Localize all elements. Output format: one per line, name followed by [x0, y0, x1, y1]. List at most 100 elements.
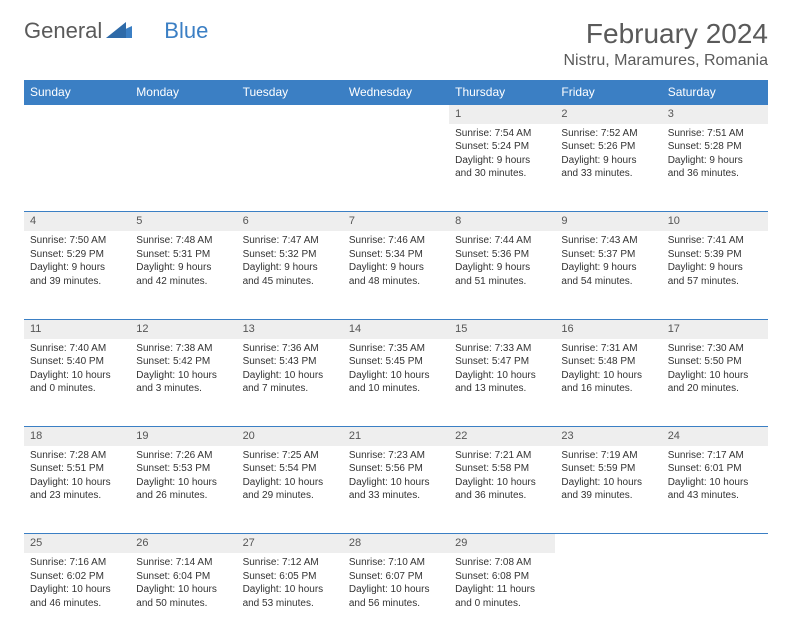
- day-number-cell: 4: [24, 212, 130, 231]
- sunrise-text: Sunrise: 7:17 AM: [668, 449, 762, 463]
- daylight-text: Daylight: 10 hours and 46 minutes.: [30, 583, 124, 610]
- daylight-text: Daylight: 9 hours and 57 minutes.: [668, 261, 762, 288]
- daylight-text: Daylight: 10 hours and 53 minutes.: [243, 583, 337, 610]
- sunset-text: Sunset: 5:56 PM: [349, 462, 443, 476]
- day-detail-cell: Sunrise: 7:12 AMSunset: 6:05 PMDaylight:…: [237, 553, 343, 641]
- day-number-cell: [237, 105, 343, 124]
- day-number-cell: 1: [449, 105, 555, 124]
- day-detail-cell: Sunrise: 7:31 AMSunset: 5:48 PMDaylight:…: [555, 339, 661, 427]
- day-detail-cell: Sunrise: 7:50 AMSunset: 5:29 PMDaylight:…: [24, 231, 130, 319]
- day-number-cell: 24: [662, 427, 768, 446]
- day-detail-cell: Sunrise: 7:48 AMSunset: 5:31 PMDaylight:…: [130, 231, 236, 319]
- daylight-text: Daylight: 10 hours and 3 minutes.: [136, 369, 230, 396]
- location-text: Nistru, Maramures, Romania: [564, 52, 769, 70]
- sunrise-text: Sunrise: 7:52 AM: [561, 127, 655, 141]
- weekday-header: Wednesday: [343, 80, 449, 105]
- day-body-row: Sunrise: 7:50 AMSunset: 5:29 PMDaylight:…: [24, 231, 768, 319]
- daylight-text: Daylight: 9 hours and 39 minutes.: [30, 261, 124, 288]
- day-number-cell: 3: [662, 105, 768, 124]
- day-number-cell: 12: [130, 319, 236, 338]
- daylight-text: Daylight: 10 hours and 0 minutes.: [30, 369, 124, 396]
- daylight-text: Daylight: 10 hours and 50 minutes.: [136, 583, 230, 610]
- daylight-text: Daylight: 11 hours and 0 minutes.: [455, 583, 549, 610]
- sunrise-text: Sunrise: 7:44 AM: [455, 234, 549, 248]
- day-detail-cell: Sunrise: 7:51 AMSunset: 5:28 PMDaylight:…: [662, 124, 768, 212]
- page-title: February 2024: [564, 18, 769, 50]
- day-detail-cell: Sunrise: 7:30 AMSunset: 5:50 PMDaylight:…: [662, 339, 768, 427]
- day-number-cell: 9: [555, 212, 661, 231]
- day-body-row: Sunrise: 7:28 AMSunset: 5:51 PMDaylight:…: [24, 446, 768, 534]
- sunset-text: Sunset: 5:26 PM: [561, 140, 655, 154]
- day-detail-cell: [343, 124, 449, 212]
- sunrise-text: Sunrise: 7:50 AM: [30, 234, 124, 248]
- sunset-text: Sunset: 5:24 PM: [455, 140, 549, 154]
- day-detail-cell: Sunrise: 7:54 AMSunset: 5:24 PMDaylight:…: [449, 124, 555, 212]
- day-body-row: Sunrise: 7:54 AMSunset: 5:24 PMDaylight:…: [24, 124, 768, 212]
- daylight-text: Daylight: 9 hours and 36 minutes.: [668, 154, 762, 181]
- day-detail-cell: [555, 553, 661, 641]
- day-detail-cell: Sunrise: 7:47 AMSunset: 5:32 PMDaylight:…: [237, 231, 343, 319]
- daylight-text: Daylight: 9 hours and 30 minutes.: [455, 154, 549, 181]
- day-detail-cell: Sunrise: 7:33 AMSunset: 5:47 PMDaylight:…: [449, 339, 555, 427]
- day-number-cell: 16: [555, 319, 661, 338]
- day-detail-cell: Sunrise: 7:41 AMSunset: 5:39 PMDaylight:…: [662, 231, 768, 319]
- day-number-cell: 28: [343, 534, 449, 553]
- sunrise-text: Sunrise: 7:46 AM: [349, 234, 443, 248]
- sunset-text: Sunset: 5:42 PM: [136, 355, 230, 369]
- sunset-text: Sunset: 5:32 PM: [243, 248, 337, 262]
- sunrise-text: Sunrise: 7:54 AM: [455, 127, 549, 141]
- day-number-cell: [24, 105, 130, 124]
- day-number-cell: [343, 105, 449, 124]
- day-detail-cell: Sunrise: 7:44 AMSunset: 5:36 PMDaylight:…: [449, 231, 555, 319]
- sunrise-text: Sunrise: 7:43 AM: [561, 234, 655, 248]
- day-body-row: Sunrise: 7:16 AMSunset: 6:02 PMDaylight:…: [24, 553, 768, 641]
- sunrise-text: Sunrise: 7:38 AM: [136, 342, 230, 356]
- header: General Blue February 2024 Nistru, Maram…: [24, 18, 768, 70]
- day-number-cell: 23: [555, 427, 661, 446]
- sunset-text: Sunset: 6:07 PM: [349, 570, 443, 584]
- daylight-text: Daylight: 9 hours and 33 minutes.: [561, 154, 655, 181]
- sunrise-text: Sunrise: 7:51 AM: [668, 127, 762, 141]
- day-detail-cell: Sunrise: 7:52 AMSunset: 5:26 PMDaylight:…: [555, 124, 661, 212]
- day-number-cell: [130, 105, 236, 124]
- daynum-row: 2526272829: [24, 534, 768, 553]
- day-detail-cell: Sunrise: 7:38 AMSunset: 5:42 PMDaylight:…: [130, 339, 236, 427]
- day-number-cell: 8: [449, 212, 555, 231]
- weekday-header: Sunday: [24, 80, 130, 105]
- weekday-header: Tuesday: [237, 80, 343, 105]
- sunrise-text: Sunrise: 7:36 AM: [243, 342, 337, 356]
- day-detail-cell: Sunrise: 7:23 AMSunset: 5:56 PMDaylight:…: [343, 446, 449, 534]
- day-detail-cell: Sunrise: 7:21 AMSunset: 5:58 PMDaylight:…: [449, 446, 555, 534]
- sunset-text: Sunset: 6:04 PM: [136, 570, 230, 584]
- day-detail-cell: Sunrise: 7:43 AMSunset: 5:37 PMDaylight:…: [555, 231, 661, 319]
- daylight-text: Daylight: 10 hours and 13 minutes.: [455, 369, 549, 396]
- day-number-cell: 17: [662, 319, 768, 338]
- daylight-text: Daylight: 10 hours and 23 minutes.: [30, 476, 124, 503]
- sunset-text: Sunset: 6:05 PM: [243, 570, 337, 584]
- sunset-text: Sunset: 5:40 PM: [30, 355, 124, 369]
- calendar-table: SundayMondayTuesdayWednesdayThursdayFrid…: [24, 80, 768, 641]
- logo-icon: [106, 20, 132, 43]
- day-number-cell: 2: [555, 105, 661, 124]
- sunrise-text: Sunrise: 7:19 AM: [561, 449, 655, 463]
- daylight-text: Daylight: 9 hours and 48 minutes.: [349, 261, 443, 288]
- daylight-text: Daylight: 9 hours and 42 minutes.: [136, 261, 230, 288]
- day-detail-cell: Sunrise: 7:46 AMSunset: 5:34 PMDaylight:…: [343, 231, 449, 319]
- day-detail-cell: Sunrise: 7:19 AMSunset: 5:59 PMDaylight:…: [555, 446, 661, 534]
- sunset-text: Sunset: 5:31 PM: [136, 248, 230, 262]
- logo: General Blue: [24, 18, 208, 44]
- day-detail-cell: [662, 553, 768, 641]
- daynum-row: 11121314151617: [24, 319, 768, 338]
- sunset-text: Sunset: 5:50 PM: [668, 355, 762, 369]
- sunset-text: Sunset: 6:01 PM: [668, 462, 762, 476]
- day-number-cell: 29: [449, 534, 555, 553]
- calendar-body: 123 Sunrise: 7:54 AMSunset: 5:24 PMDayli…: [24, 105, 768, 641]
- day-number-cell: 20: [237, 427, 343, 446]
- day-detail-cell: Sunrise: 7:26 AMSunset: 5:53 PMDaylight:…: [130, 446, 236, 534]
- daylight-text: Daylight: 10 hours and 43 minutes.: [668, 476, 762, 503]
- day-number-cell: 11: [24, 319, 130, 338]
- day-detail-cell: [237, 124, 343, 212]
- sunset-text: Sunset: 5:53 PM: [136, 462, 230, 476]
- daynum-row: 123: [24, 105, 768, 124]
- logo-text-1: General: [24, 18, 102, 44]
